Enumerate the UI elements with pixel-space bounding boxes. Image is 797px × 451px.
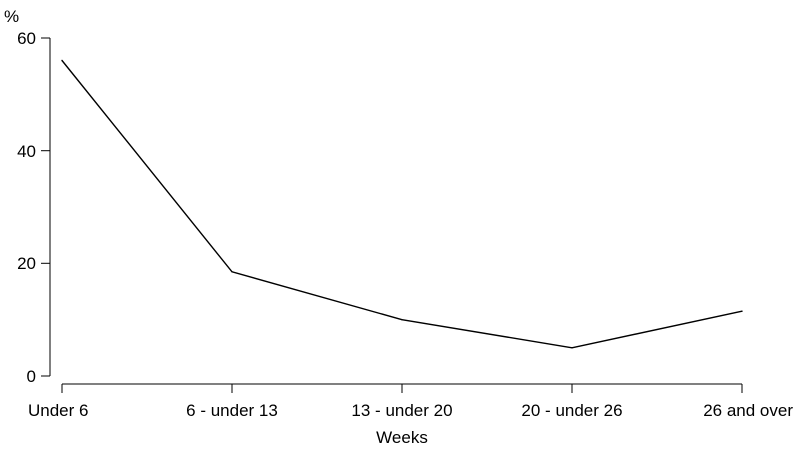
y-tick-label-40: 40 <box>17 142 36 161</box>
series-line <box>61 60 743 349</box>
y-axis-unit-label: % <box>4 7 19 26</box>
x-tick-label-2: 13 - under 20 <box>351 401 452 420</box>
data-point-2 <box>401 319 403 321</box>
series-points <box>61 59 743 349</box>
y-tick-label-20: 20 <box>17 254 36 273</box>
data-point-4 <box>741 310 743 312</box>
data-point-1 <box>231 271 233 273</box>
data-point-3 <box>571 347 573 349</box>
x-tick-label-4: 26 and over <box>703 401 793 420</box>
x-tick-label-3: 20 - under 26 <box>521 401 622 420</box>
x-tick-label-1: 6 - under 13 <box>186 401 278 420</box>
y-axis: 0 20 40 60 <box>17 29 51 386</box>
data-point-0 <box>61 59 63 62</box>
y-tick-label-60: 60 <box>17 29 36 48</box>
x-axis: Under 6 6 - under 13 13 - under 20 20 - … <box>28 383 793 447</box>
x-axis-label: Weeks <box>376 428 428 447</box>
y-tick-label-0: 0 <box>27 367 36 386</box>
x-tick-label-0: Under 6 <box>28 401 88 420</box>
